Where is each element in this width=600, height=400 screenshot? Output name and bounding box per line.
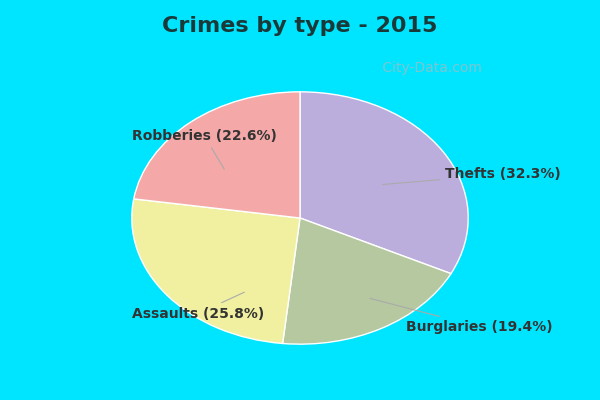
- Text: Robberies (22.6%): Robberies (22.6%): [132, 129, 277, 169]
- Text: Thefts (32.3%): Thefts (32.3%): [382, 167, 561, 184]
- Wedge shape: [283, 218, 451, 344]
- Wedge shape: [134, 92, 300, 218]
- Text: Assaults (25.8%): Assaults (25.8%): [132, 292, 264, 321]
- Wedge shape: [132, 199, 300, 344]
- Text: City-Data.com: City-Data.com: [378, 61, 482, 75]
- Text: Burglaries (19.4%): Burglaries (19.4%): [370, 298, 553, 334]
- Text: Crimes by type - 2015: Crimes by type - 2015: [163, 16, 437, 36]
- Wedge shape: [300, 92, 468, 274]
